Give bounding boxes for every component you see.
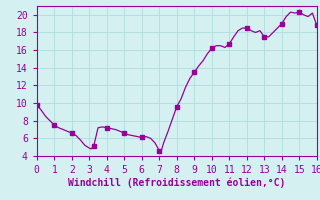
- X-axis label: Windchill (Refroidissement éolien,°C): Windchill (Refroidissement éolien,°C): [68, 178, 285, 188]
